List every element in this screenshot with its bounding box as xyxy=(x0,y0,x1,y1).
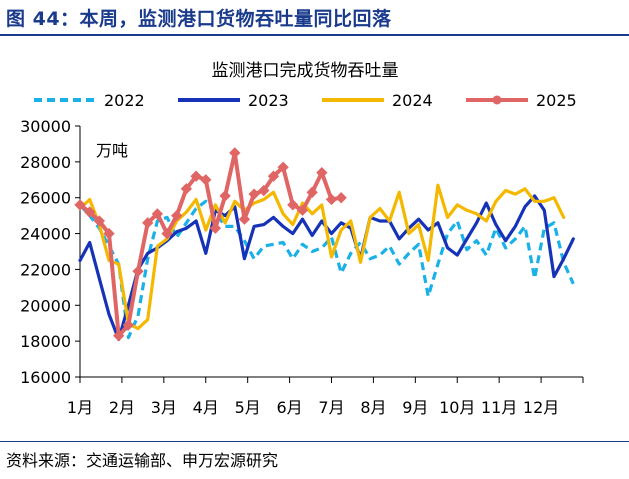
data-point-2025 xyxy=(190,170,202,182)
y-tick-label: 18000 xyxy=(20,332,71,351)
figure-title: 图 44：本周，监测港口货物吞吐量同比回落 xyxy=(6,8,392,30)
title-rule xyxy=(0,34,629,36)
legend-label-2023: 2023 xyxy=(248,91,289,110)
data-point-2025 xyxy=(306,186,318,198)
x-tick-label: 2月 xyxy=(109,398,135,417)
data-point-2025 xyxy=(209,222,222,234)
data-point-2025 xyxy=(267,170,280,182)
x-tick-label: 5月 xyxy=(235,398,261,417)
legend-label-2022: 2022 xyxy=(104,91,145,110)
x-tick-label: 8月 xyxy=(360,398,386,417)
x-tick-label: 1月 xyxy=(67,398,93,417)
data-point-2025 xyxy=(142,217,154,229)
data-point-2025 xyxy=(219,190,231,202)
data-point-2025 xyxy=(258,184,270,197)
legend-label-2025: 2025 xyxy=(536,91,577,110)
x-tick-label: 11月 xyxy=(481,398,517,417)
series-line-2022 xyxy=(78,199,575,340)
data-point-2025 xyxy=(180,183,193,195)
x-tick-label: 10月 xyxy=(439,398,475,417)
y-tick-label: 28000 xyxy=(20,153,71,172)
x-tick-label: 6月 xyxy=(276,398,302,417)
x-tick-label: 12月 xyxy=(523,398,559,417)
data-point-2025 xyxy=(296,204,309,216)
data-point-2025 xyxy=(238,213,251,225)
data-point-2025 xyxy=(161,227,173,240)
data-point-2025 xyxy=(335,192,347,204)
x-tick-label: 7月 xyxy=(318,398,344,417)
y-tick-label: 22000 xyxy=(20,260,71,279)
data-point-2025 xyxy=(287,199,299,211)
legend-marker-2025 xyxy=(492,95,502,105)
x-tick-label: 4月 xyxy=(193,398,219,417)
y-tick-label: 16000 xyxy=(20,368,71,387)
source-note: 资料来源：交通运输部、申万宏源研究 xyxy=(6,451,279,470)
data-point-2025 xyxy=(316,166,328,179)
series-line-2024 xyxy=(78,183,566,331)
data-point-2025 xyxy=(151,208,164,220)
unit-label: 万吨 xyxy=(96,141,128,160)
data-point-2025 xyxy=(229,147,241,159)
y-tick-label: 30000 xyxy=(20,117,71,136)
data-point-2025 xyxy=(132,265,144,277)
y-tick-label: 26000 xyxy=(20,189,71,208)
series-line-2025 xyxy=(78,150,344,338)
x-tick-label: 9月 xyxy=(402,398,428,417)
source-rule xyxy=(0,441,629,442)
data-point-2025 xyxy=(248,188,260,200)
data-point-2025 xyxy=(325,193,338,206)
chart-title: 监测港口完成货物吞吐量 xyxy=(212,61,399,81)
data-point-2025 xyxy=(200,174,212,186)
x-tick-label: 3月 xyxy=(151,398,177,417)
y-tick-label: 24000 xyxy=(20,225,71,244)
y-tick-label: 20000 xyxy=(20,296,71,315)
legend-label-2024: 2024 xyxy=(392,91,433,110)
data-point-2025 xyxy=(171,209,183,222)
line-chart: 监测港口完成货物吞吐量 2022 2023 2024 2025 16000 18000 200… xyxy=(20,61,584,417)
